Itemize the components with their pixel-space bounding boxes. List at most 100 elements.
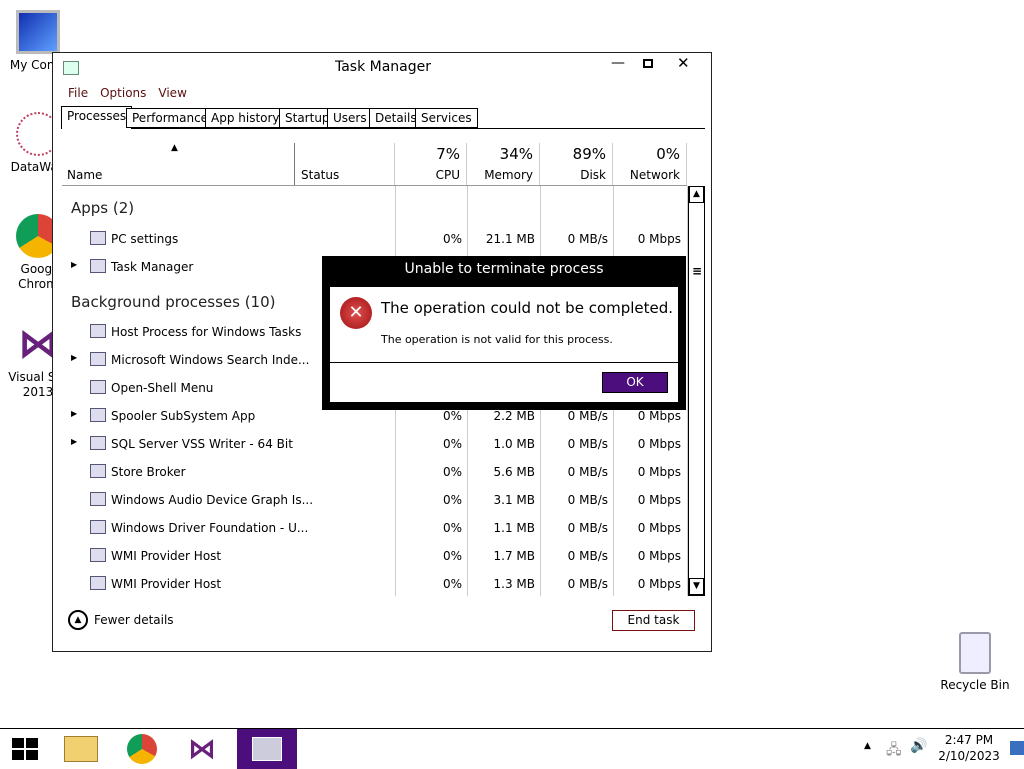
- process-name: WMI Provider Host: [111, 577, 222, 591]
- process-name: Store Broker: [111, 465, 186, 479]
- expand-icon[interactable]: ▶: [71, 353, 78, 362]
- memory-value: 3.1 MB: [493, 493, 535, 507]
- clock[interactable]: 2:47 PM 2/10/2023: [938, 733, 1000, 763]
- close-button[interactable]: ✕: [677, 54, 690, 72]
- process-row[interactable]: Host Process for Windows Tasks: [63, 318, 687, 346]
- process-row[interactable]: ▶ SQL Server VSS Writer - 64 Bit 0% 1.0 MB 0…: [63, 430, 687, 458]
- expand-icon[interactable]: ▶: [71, 409, 78, 418]
- network-value: 0 Mbps: [637, 521, 681, 535]
- menu-view[interactable]: View: [158, 86, 187, 100]
- network-value: 0 Mbps: [637, 465, 681, 479]
- column-memory[interactable]: 34% Memory: [467, 143, 540, 186]
- process-icon: [90, 520, 106, 534]
- desktop-icon-recycle-bin[interactable]: Recycle Bin: [937, 632, 1013, 693]
- error-dialog: Unable to terminate process ✕ The operat…: [322, 256, 686, 410]
- cpu-value: 0%: [442, 465, 462, 479]
- tab-performance[interactable]: Performance: [126, 108, 215, 128]
- tab-details[interactable]: Details: [369, 108, 423, 128]
- chrome-taskbar-icon[interactable]: [127, 734, 157, 764]
- visual-studio-taskbar-icon[interactable]: ⋈: [188, 732, 216, 765]
- process-name: Task Manager: [111, 260, 194, 274]
- disk-value: 0 MB/s: [567, 437, 608, 451]
- process-name: Microsoft Windows Search Inde...: [111, 353, 310, 367]
- process-row[interactable]: WMI Provider Host 0% 1.3 MB 0 MB/s 0 Mbps: [63, 570, 687, 598]
- maximize-button[interactable]: [643, 59, 653, 68]
- dialog-message: The operation could not be completed.: [381, 299, 674, 317]
- show-hidden-icons[interactable]: ▲: [864, 741, 871, 751]
- fewer-details-link[interactable]: Fewer details: [94, 613, 174, 627]
- network-value: 0 Mbps: [637, 437, 681, 451]
- memory-value: 5.6 MB: [493, 465, 535, 479]
- apps-group-header: Apps (2): [71, 199, 135, 217]
- process-name: Windows Driver Foundation - U...: [111, 521, 309, 535]
- memory-value: 1.1 MB: [493, 521, 535, 535]
- process-row[interactable]: Store Broker 0% 5.6 MB 0 MB/s 0 Mbps: [63, 458, 687, 486]
- process-row[interactable]: PC settings 0% 21.1 MB 0 MB/s 0 Mbps: [63, 225, 687, 253]
- task-manager-taskbar-button[interactable]: [237, 729, 297, 769]
- menu-options[interactable]: Options: [100, 86, 147, 100]
- disk-value: 0 MB/s: [567, 493, 608, 507]
- disk-value: 0 MB/s: [567, 409, 608, 423]
- chevron-up-icon[interactable]: ▲: [68, 610, 88, 630]
- expand-icon[interactable]: ▶: [71, 260, 78, 269]
- process-name: Open-Shell Menu: [111, 381, 214, 395]
- network-value: 0 Mbps: [637, 493, 681, 507]
- window-title: Task Manager: [334, 59, 432, 75]
- process-row[interactable]: Open-Shell Menu: [63, 374, 687, 402]
- process-name: WMI Provider Host: [111, 549, 222, 563]
- tab-users[interactable]: Users: [327, 108, 373, 128]
- cpu-value: 0%: [442, 437, 462, 451]
- process-icon: [90, 352, 106, 366]
- scroll-up-icon[interactable]: ▲: [689, 186, 704, 203]
- expand-icon[interactable]: ▶: [71, 437, 78, 446]
- task-manager-icon: [252, 737, 282, 761]
- process-row[interactable]: Windows Driver Foundation - U... 0% 1.1 MB…: [63, 514, 687, 542]
- file-explorer-icon[interactable]: [64, 736, 98, 762]
- column-name[interactable]: Name: [62, 143, 295, 186]
- scroll-thumb[interactable]: ≡: [692, 264, 703, 278]
- process-row[interactable]: ▶ Spooler SubSystem App 0% 2.2 MB 0 MB/s 0 Mb…: [63, 402, 687, 430]
- tab-services[interactable]: Services: [415, 108, 478, 128]
- network-value: 0 Mbps: [637, 577, 681, 591]
- background-group-header: Background processes (10): [71, 293, 276, 311]
- tab-app-history[interactable]: App history: [205, 108, 286, 128]
- process-row[interactable]: Windows Audio Device Graph Is... 0% 3.1 MB…: [63, 486, 687, 514]
- minimize-button[interactable]: —: [611, 55, 625, 71]
- cpu-value: 0%: [442, 232, 462, 246]
- sort-arrow-icon: ▲: [171, 143, 178, 153]
- dialog-detail: The operation is not valid for this proc…: [381, 333, 613, 346]
- process-icon: [90, 492, 106, 506]
- column-cpu[interactable]: 7% CPU: [395, 143, 467, 186]
- menu-file[interactable]: File: [68, 86, 89, 100]
- cpu-value: 0%: [442, 521, 462, 535]
- scroll-down-icon[interactable]: ▼: [689, 578, 704, 595]
- process-row[interactable]: ▶ Microsoft Windows Search Inde...: [63, 346, 687, 374]
- volume-icon[interactable]: 🔊: [910, 738, 928, 754]
- scrollbar[interactable]: ▲ ≡ ▼: [688, 186, 705, 596]
- dialog-title: Unable to terminate process: [404, 261, 604, 277]
- desktop-icon-visual-studio[interactable]: ⋈ Visual Stu 2013: [8, 321, 68, 399]
- computer-icon: [16, 10, 60, 54]
- process-row[interactable]: WMI Provider Host 0% 1.7 MB 0 MB/s 0 Mbps: [63, 542, 687, 570]
- tab-processes[interactable]: Processes: [61, 106, 133, 129]
- ok-button[interactable]: OK: [602, 372, 668, 393]
- network-icon[interactable]: 🖧: [886, 742, 902, 758]
- column-network[interactable]: 0% Network: [613, 143, 687, 186]
- network-value: 0 Mbps: [637, 409, 681, 423]
- disk-value: 0 MB/s: [567, 577, 608, 591]
- tab-startup[interactable]: Startup: [279, 108, 336, 128]
- taskbar: ⋈ ▲ 🖧 🔊 2:47 PM 2/10/2023: [0, 728, 1024, 769]
- process-icon: [90, 380, 106, 394]
- start-button[interactable]: [12, 738, 38, 760]
- column-status[interactable]: Status: [295, 143, 395, 186]
- process-icon: [90, 259, 106, 273]
- memory-value: 21.1 MB: [485, 232, 535, 246]
- show-desktop-button[interactable]: [1010, 741, 1024, 755]
- recycle-bin-icon: [959, 632, 991, 674]
- menu-bar: File Options View: [68, 86, 199, 100]
- process-name: Windows Audio Device Graph Is...: [111, 493, 314, 507]
- end-task-button[interactable]: End task: [612, 610, 695, 631]
- process-icon: [90, 464, 106, 478]
- process-row[interactable]: ▶ Task Manager: [63, 253, 687, 281]
- column-disk[interactable]: 89% Disk: [540, 143, 613, 186]
